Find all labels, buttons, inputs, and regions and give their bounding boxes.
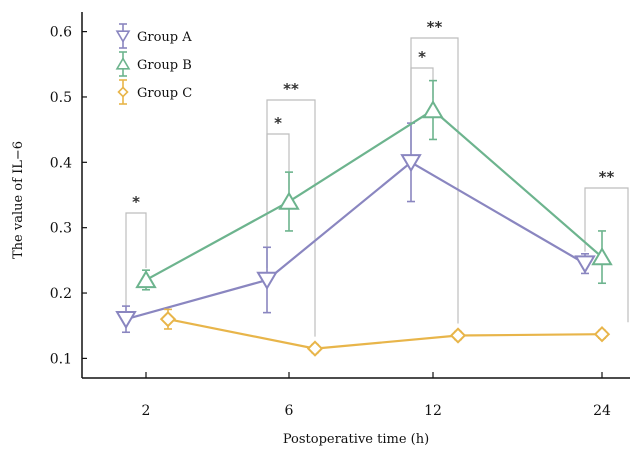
sig-12-ac-bracket bbox=[410, 37, 459, 324]
sig-24-ac-label: ** bbox=[599, 168, 615, 186]
legend-entry-group-c: Group C bbox=[117, 79, 192, 105]
group-c-series bbox=[159, 308, 611, 357]
group-c-point bbox=[449, 327, 467, 344]
group-c-point bbox=[306, 340, 324, 357]
x-tick-label: 12 bbox=[424, 403, 442, 419]
y-tick-label: 0.2 bbox=[50, 286, 72, 302]
significance-brackets: ********* bbox=[125, 18, 629, 337]
group-b-series bbox=[135, 79, 613, 291]
legend-group-c-marker bbox=[117, 86, 129, 98]
sig-6-ac-bracket bbox=[266, 99, 316, 337]
group-a-point bbox=[256, 271, 278, 291]
group-a-point bbox=[400, 154, 422, 173]
axes: 0.1 0.2 0.3 0.4 0.5 0.6 2 6 12 24 bbox=[50, 12, 630, 419]
legend-group-a-marker bbox=[115, 30, 131, 43]
legend-entry-group-a: Group A bbox=[115, 23, 192, 49]
y-tick-label: 0.4 bbox=[50, 155, 72, 171]
legend-group-c-label: Group C bbox=[137, 86, 192, 101]
x-axis-title: Postoperative time (h) bbox=[283, 432, 429, 447]
group-a-line bbox=[125, 160, 586, 321]
sig-12-ac-label: ** bbox=[427, 18, 443, 36]
sig-6-ab-label: * bbox=[274, 114, 282, 132]
legend-group-a-label: Group A bbox=[137, 30, 192, 45]
y-tick-label: 0.3 bbox=[50, 221, 72, 237]
group-b-line bbox=[145, 108, 603, 281]
group-c-point bbox=[593, 326, 611, 343]
x-tick-label: 2 bbox=[142, 403, 151, 419]
group-c-line bbox=[167, 318, 603, 350]
sig-2-ab-bracket bbox=[125, 212, 147, 308]
x-tick-label: 6 bbox=[285, 403, 294, 419]
group-b-point bbox=[278, 191, 300, 210]
group-b-point bbox=[591, 247, 613, 266]
y-tick-label: 0.1 bbox=[50, 351, 72, 367]
y-axis-title: The value of IL−6 bbox=[11, 141, 26, 259]
group-a-point bbox=[115, 310, 137, 330]
sig-12-ab-label: * bbox=[418, 48, 426, 66]
legend-entry-group-b: Group B bbox=[115, 51, 192, 77]
legend-group-b-label: Group B bbox=[137, 58, 192, 73]
y-tick-label: 0.5 bbox=[50, 90, 72, 106]
legend: Group A Group B Group C bbox=[115, 23, 192, 105]
sig-24-ac-bracket bbox=[584, 187, 629, 323]
legend-group-b-marker bbox=[115, 57, 131, 70]
x-tick-label: 24 bbox=[593, 403, 611, 419]
sig-2-ab-label: * bbox=[132, 193, 140, 211]
group-b-point bbox=[135, 269, 157, 289]
y-tick-label: 0.6 bbox=[50, 25, 72, 41]
series bbox=[115, 79, 613, 357]
group-b-point bbox=[422, 99, 444, 119]
group-c-point bbox=[159, 311, 177, 328]
group-a-point bbox=[574, 255, 596, 274]
sig-6-ac-label: ** bbox=[283, 80, 299, 98]
group-a-series bbox=[115, 122, 596, 334]
